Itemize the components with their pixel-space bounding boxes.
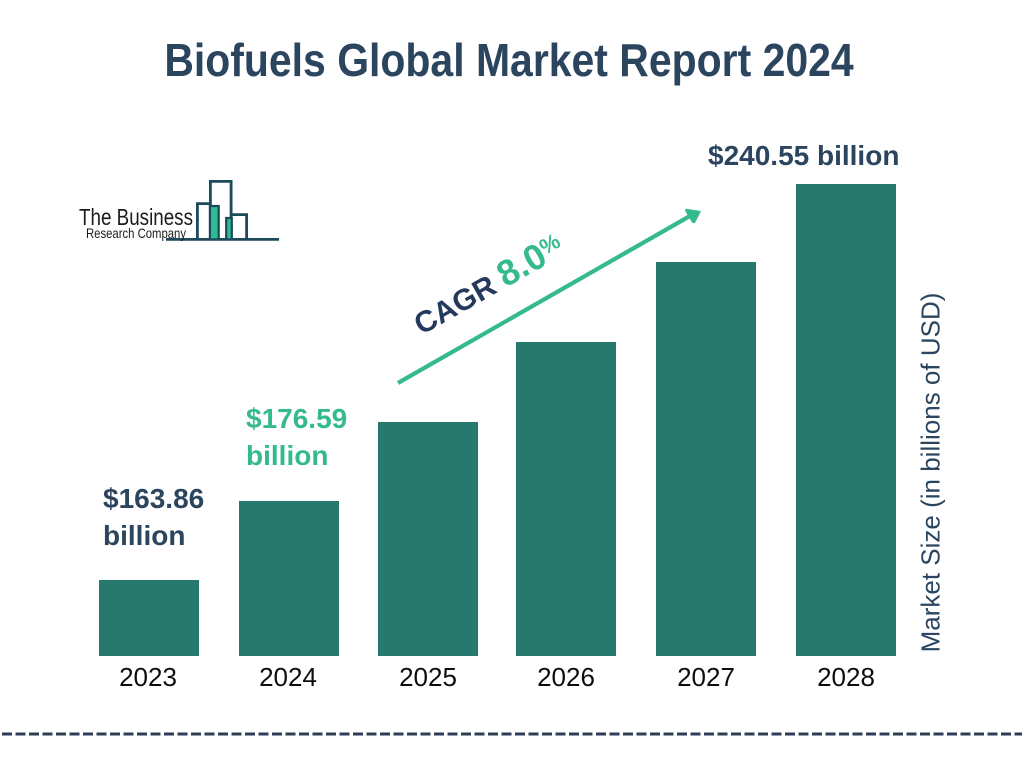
svg-text:The Business: The Business	[79, 204, 193, 230]
svg-text:Research Company: Research Company	[86, 225, 186, 241]
